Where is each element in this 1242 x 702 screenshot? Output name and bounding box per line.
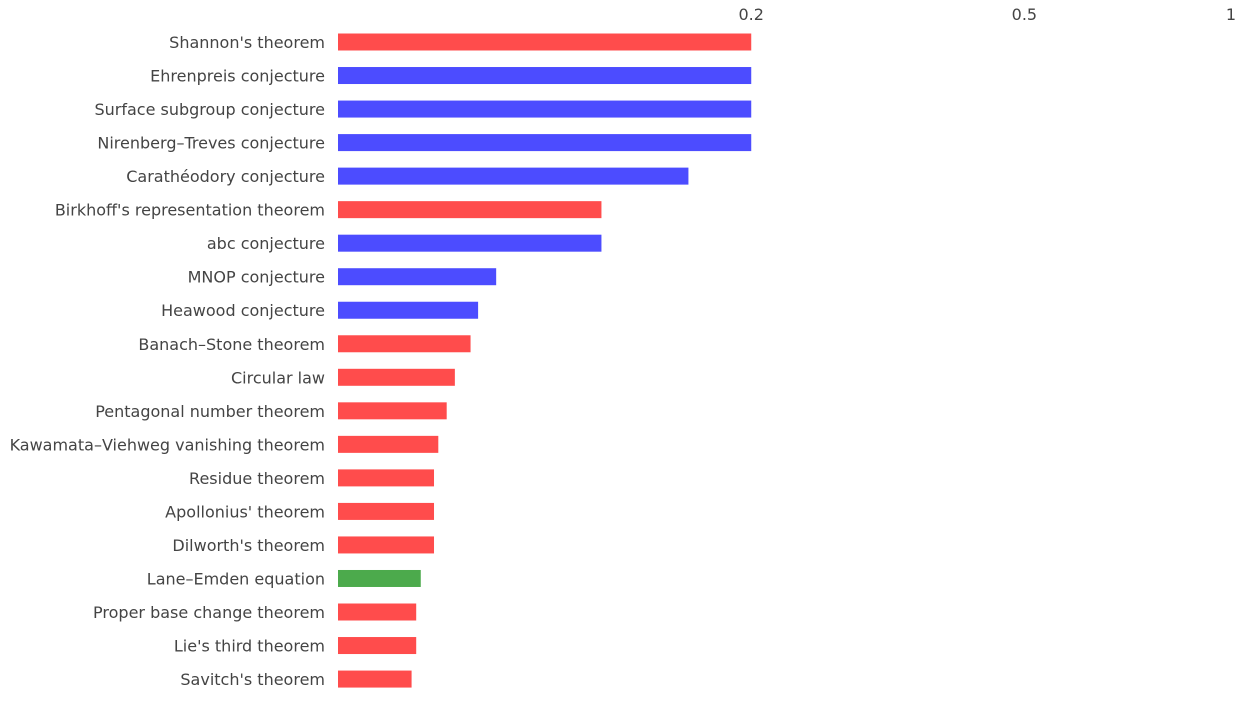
category-label: Birkhoff's representation theorem <box>55 201 325 220</box>
category-label: Proper base change theorem <box>93 603 325 622</box>
bar <box>338 637 417 655</box>
category-label: Apollonius' theorem <box>165 502 325 521</box>
category-label: Kawamata–Viehweg vanishing theorem <box>10 435 325 454</box>
bars <box>338 33 752 688</box>
x-tick-label: 0.5 <box>1012 5 1037 24</box>
bar <box>338 502 435 520</box>
bar <box>338 33 752 51</box>
category-label: Heawood conjecture <box>161 301 325 320</box>
category-label: MNOP conjecture <box>188 268 325 287</box>
bar <box>338 569 421 587</box>
bar <box>338 536 435 554</box>
bar <box>338 67 752 85</box>
bar <box>338 368 455 386</box>
bar <box>338 134 752 152</box>
x-tick-label: 0.2 <box>739 5 764 24</box>
category-label: Carathéodory conjecture <box>126 167 325 186</box>
category-label: Ehrenpreis conjecture <box>150 67 325 86</box>
bar <box>338 100 752 118</box>
category-label: Lane–Emden equation <box>147 569 325 588</box>
x-axis-ticks: 0.2 0.5 1 <box>739 5 1236 24</box>
bar <box>338 670 412 688</box>
category-label: Shannon's theorem <box>169 33 325 52</box>
bar <box>338 268 497 286</box>
category-labels: Shannon's theorem Ehrenpreis conjecture Su… <box>10 33 325 689</box>
category-label: Banach–Stone theorem <box>138 335 325 354</box>
category-label: Lie's third theorem <box>174 637 325 656</box>
bar <box>338 402 447 420</box>
category-label: Circular law <box>231 368 325 387</box>
bar <box>338 167 689 185</box>
x-tick-label: 1 <box>1226 5 1236 24</box>
bar <box>338 335 471 353</box>
bar <box>338 603 417 621</box>
category-label: Surface subgroup conjecture <box>94 100 325 119</box>
bar <box>338 201 602 219</box>
category-label: Nirenberg–Treves conjecture <box>97 134 325 153</box>
category-label: Pentagonal number theorem <box>95 402 325 421</box>
bar <box>338 469 435 487</box>
category-label: Savitch's theorem <box>180 670 325 689</box>
bar <box>338 301 479 319</box>
bar <box>338 435 439 453</box>
category-label: Dilworth's theorem <box>172 536 325 555</box>
category-label: Residue theorem <box>189 469 325 488</box>
bar <box>338 234 602 252</box>
category-label: abc conjecture <box>207 234 325 253</box>
